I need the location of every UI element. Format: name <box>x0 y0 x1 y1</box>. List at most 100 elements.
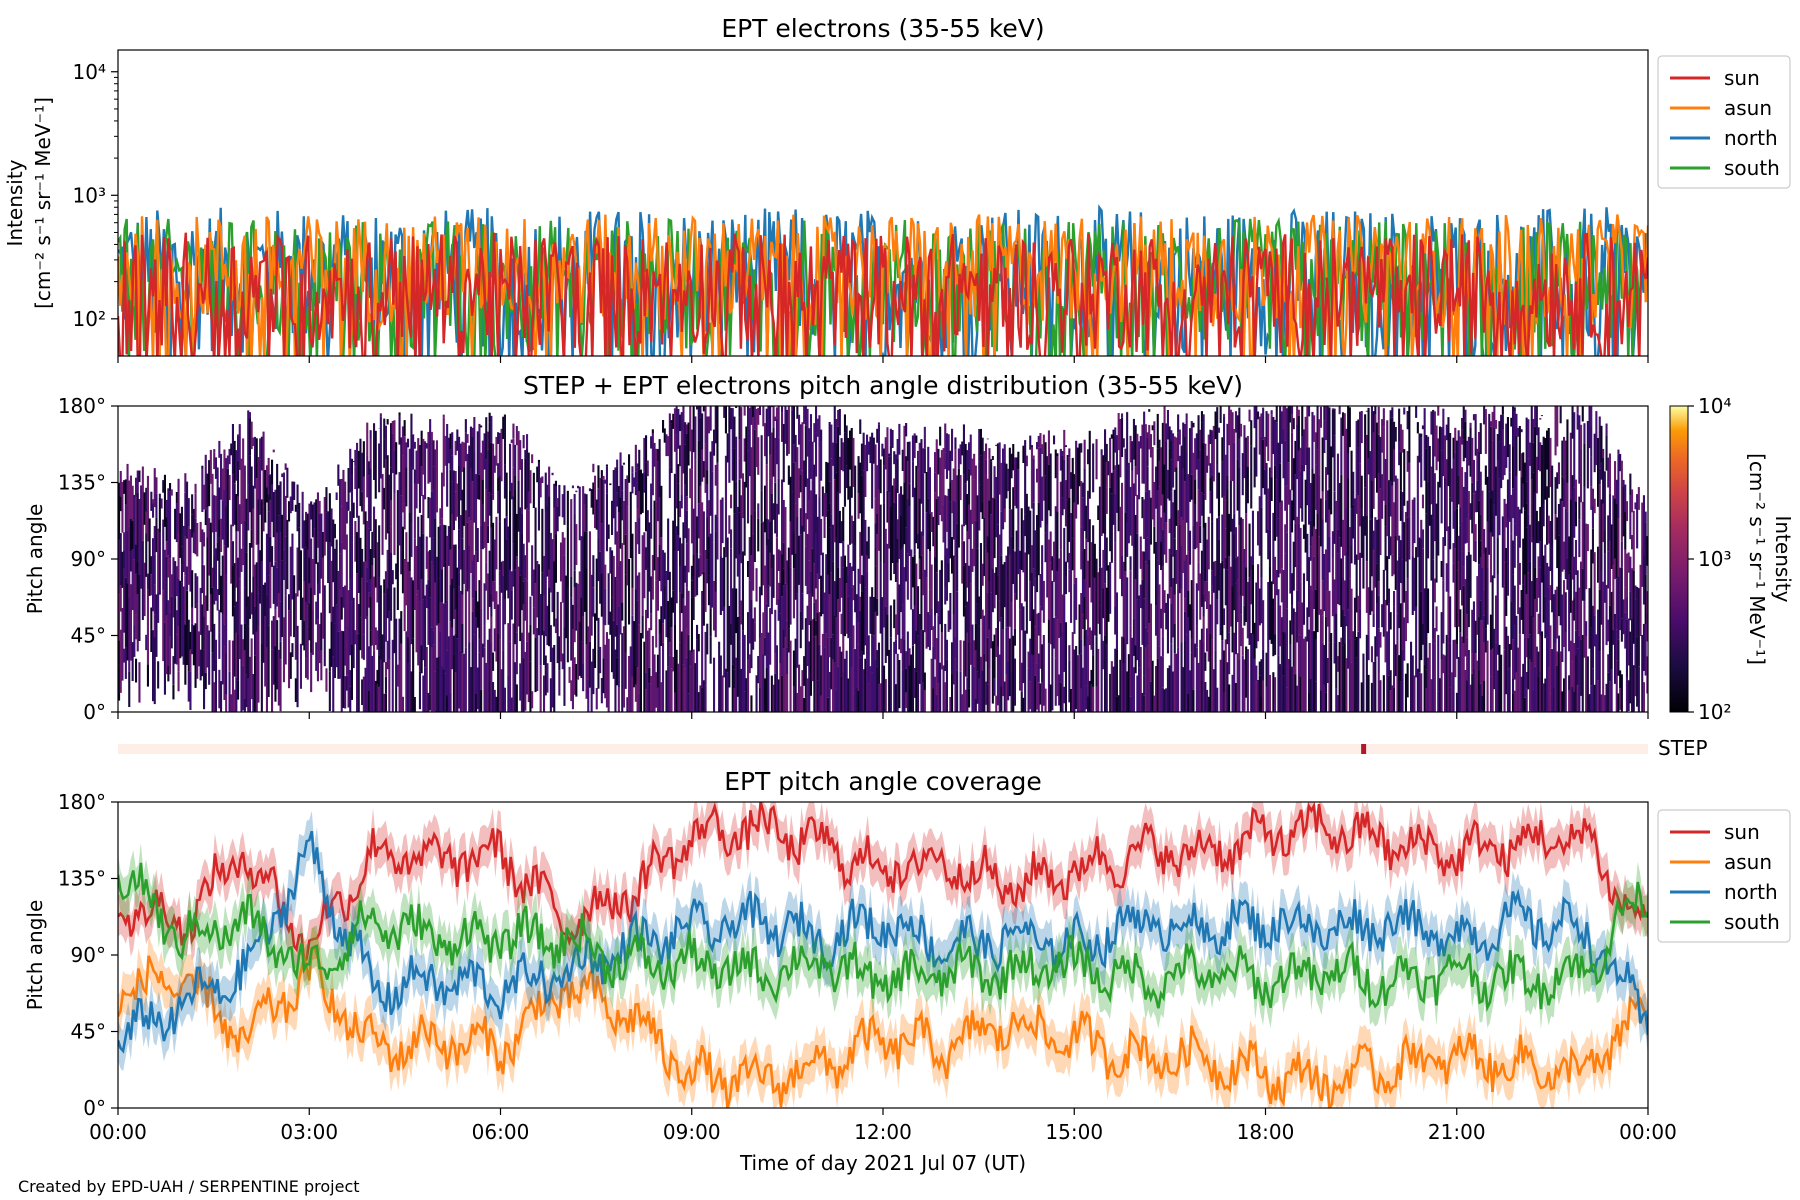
heatmap-cell <box>1292 666 1295 712</box>
heatmap-cell <box>539 594 542 666</box>
heatmap-cell <box>549 678 552 712</box>
heatmap-cell <box>617 687 620 712</box>
heatmap-cell <box>850 587 853 668</box>
heatmap-cell <box>968 504 971 540</box>
heatmap-cell <box>1389 418 1392 482</box>
heatmap-cell <box>964 443 967 484</box>
heatmap-cell <box>1537 556 1540 598</box>
heatmap-cell <box>974 623 977 651</box>
heatmap-cell <box>1010 453 1013 479</box>
heatmap-cell <box>1500 414 1503 489</box>
heatmap-cell <box>667 601 670 639</box>
heatmap-cell <box>879 459 882 494</box>
heatmap-cell <box>753 406 756 430</box>
heatmap-cell <box>469 520 472 573</box>
heatmap-cell <box>1291 432 1294 491</box>
heatmap-cell <box>945 433 948 479</box>
heatmap-cell <box>323 585 326 667</box>
heatmap-cell <box>1563 478 1566 507</box>
heatmap-cell <box>690 469 693 544</box>
heatmap-cell <box>733 513 736 594</box>
heatmap-cell <box>1399 540 1402 583</box>
heatmap-cell <box>503 414 506 465</box>
heatmap-cell <box>954 557 957 637</box>
heatmap-cell <box>357 450 360 489</box>
heatmap-cell <box>1425 448 1428 514</box>
heatmap-cell <box>1195 625 1198 648</box>
heatmap-cell <box>1007 546 1010 627</box>
heatmap-cell <box>1216 518 1219 600</box>
heatmap-cell <box>1251 634 1254 712</box>
heatmap-cell <box>1126 412 1129 468</box>
heatmap-cell <box>730 407 733 430</box>
heatmap-cell <box>1219 659 1222 712</box>
heatmap-cell <box>1019 569 1022 610</box>
heatmap-cell <box>337 631 340 679</box>
heatmap-cell <box>1391 485 1394 555</box>
heatmap-cell <box>1466 614 1469 638</box>
heatmap-cell <box>1268 551 1271 567</box>
heatmap-cell <box>1418 672 1421 712</box>
heatmap-cell <box>1153 695 1156 712</box>
heatmap-cell <box>1342 645 1345 712</box>
heatmap-cell <box>316 562 319 584</box>
heatmap-cell <box>1323 645 1326 685</box>
heatmap-cell <box>1255 665 1258 682</box>
heatmap-cell <box>306 605 309 627</box>
heatmap-cell <box>1127 654 1130 712</box>
heatmap-cell <box>638 624 641 694</box>
heatmap-cell <box>709 406 712 431</box>
heatmap-cell <box>1160 656 1163 712</box>
heatmap-cell <box>471 436 474 482</box>
heatmap-cell <box>918 442 921 450</box>
heatmap-cell <box>1229 566 1232 627</box>
heatmap-cell <box>741 630 744 712</box>
heatmap-cell <box>1598 416 1601 469</box>
heatmap-cell <box>464 588 467 648</box>
heatmap-cell <box>242 639 245 666</box>
heatmap-cell <box>937 683 940 712</box>
heatmap-cell <box>422 675 425 712</box>
heatmap-cell <box>293 575 296 638</box>
heatmap-cell <box>1253 447 1256 488</box>
heatmap-cell <box>1554 477 1557 515</box>
heatmap-cell <box>575 679 578 697</box>
heatmap-cell <box>636 463 639 468</box>
heatmap-cell <box>998 600 1001 622</box>
heatmap-cell <box>738 554 741 616</box>
heatmap-cell <box>660 606 663 646</box>
heatmap-cell <box>532 569 535 608</box>
heatmap-cell <box>476 601 479 628</box>
heatmap-cell <box>866 635 869 712</box>
heatmap-cell <box>192 508 195 533</box>
heatmap-cell <box>129 475 132 519</box>
heatmap-cell <box>577 485 580 489</box>
heatmap-cell <box>483 583 486 626</box>
heatmap-cell <box>704 550 707 612</box>
heatmap-cell <box>225 653 228 695</box>
heatmap-cell <box>1365 561 1368 613</box>
heatmap-cell <box>956 475 959 524</box>
heatmap-cell <box>373 506 376 558</box>
heatmap-cell <box>670 597 673 628</box>
heatmap-cell <box>1017 469 1020 549</box>
heatmap-cell <box>1557 462 1560 485</box>
series-line-south <box>118 862 1648 1013</box>
heatmap-cell <box>857 456 860 494</box>
heatmap-cell <box>1233 429 1236 443</box>
heatmap-cell <box>274 561 277 609</box>
heatmap-cell <box>1214 411 1217 440</box>
heatmap-cell <box>510 439 513 443</box>
heatmap-cell <box>1211 441 1214 476</box>
y-tick-label: 10² <box>73 307 106 331</box>
heatmap-cell <box>1376 563 1379 603</box>
heatmap-cell <box>1590 549 1593 628</box>
heatmap-cell <box>1054 658 1057 706</box>
heatmap-cell <box>917 533 920 549</box>
heatmap-cell <box>1420 591 1423 661</box>
heatmap-cell <box>1343 643 1346 712</box>
heatmap-cell <box>1459 632 1462 712</box>
heatmap-cell <box>621 543 624 603</box>
heatmap-cell <box>757 408 760 425</box>
heatmap-cell <box>1070 689 1073 712</box>
